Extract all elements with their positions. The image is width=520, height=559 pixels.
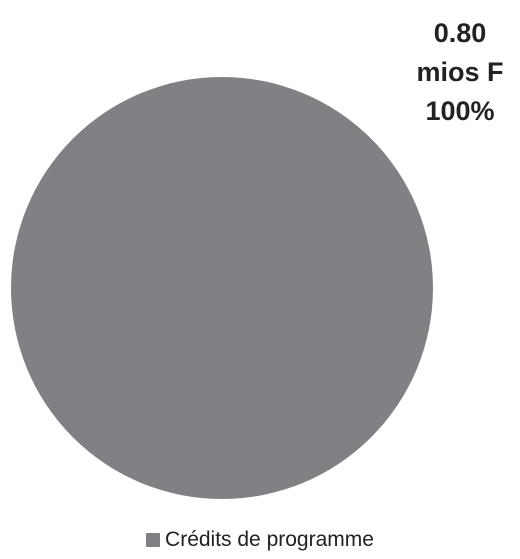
legend-swatch [146, 533, 161, 547]
pie-slices [11, 77, 433, 499]
pie-slice-1 [11, 77, 433, 499]
legend: Crédits de programme [0, 528, 520, 552]
slice-data-label: 0.80 mios F 100% [408, 14, 512, 131]
slice-percent-label: 100% [425, 96, 495, 126]
legend-label: Crédits de programme [165, 528, 374, 551]
slice-unit-label: mios F [416, 57, 504, 87]
slice-value-label: 0.80 [433, 18, 487, 48]
